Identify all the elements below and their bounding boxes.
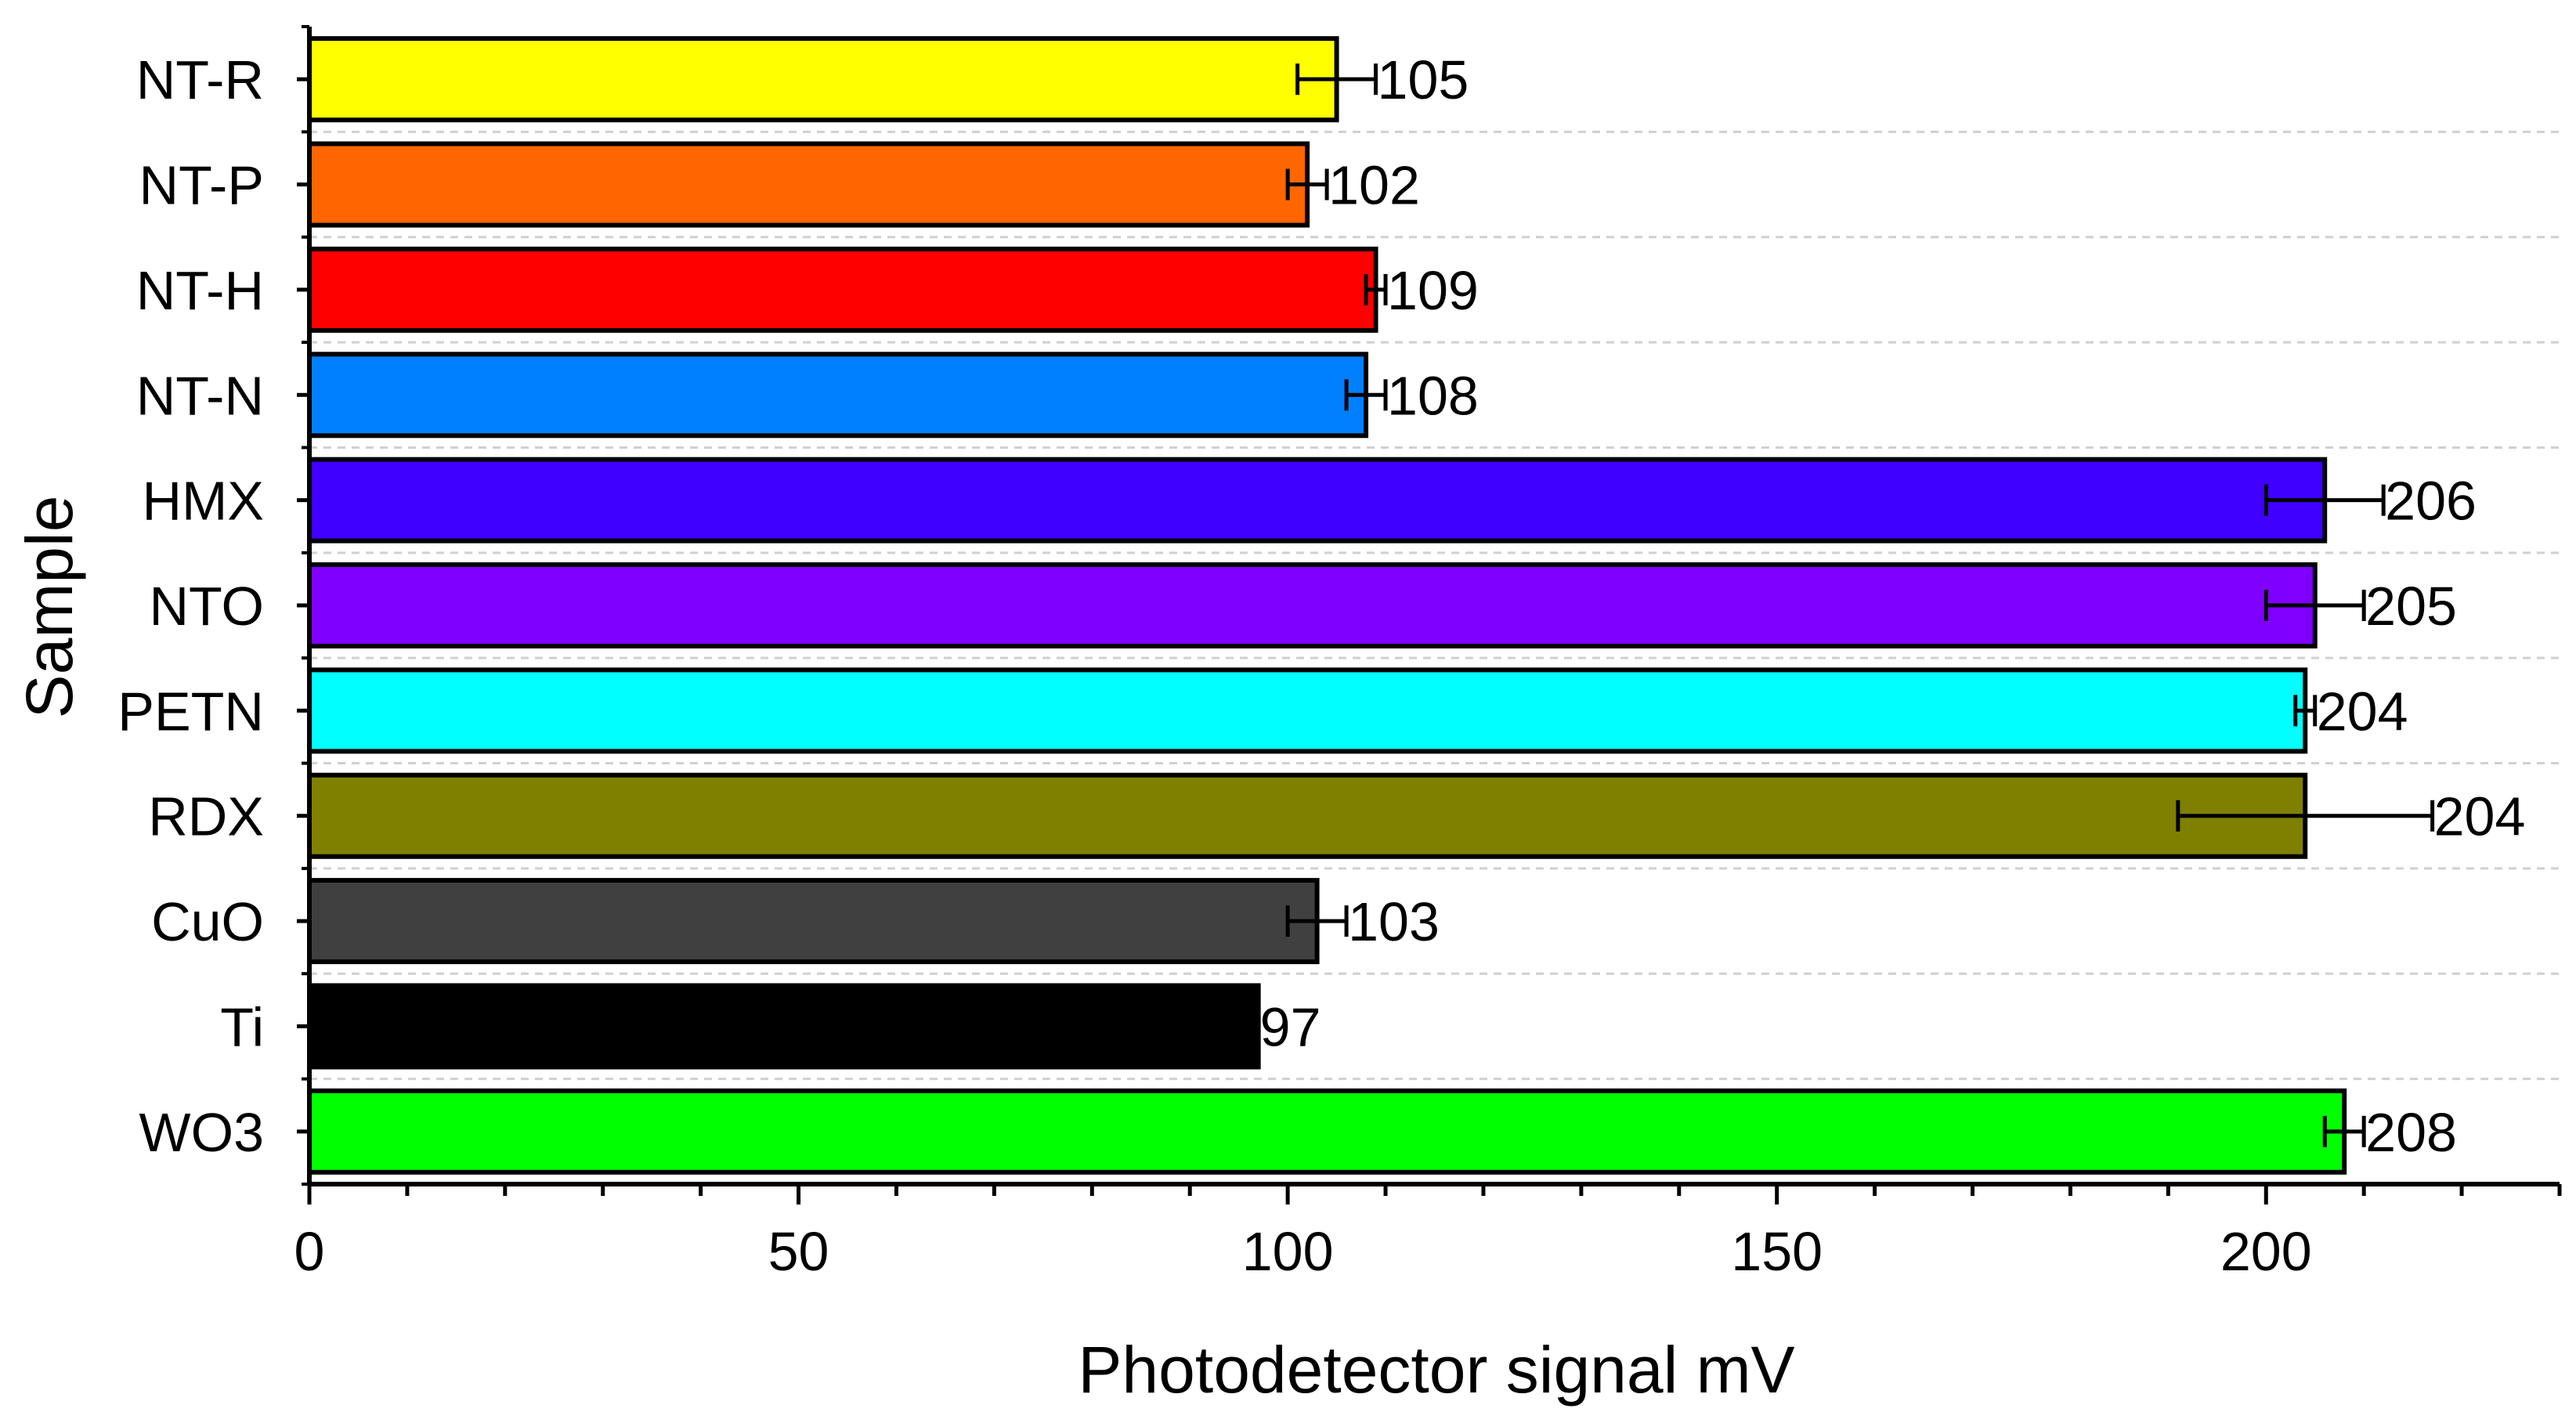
y-tick-label-wo3: WO3	[139, 1102, 264, 1163]
y-tick-label-nto: NTO	[150, 576, 265, 637]
y-tick-label-cuo: CuO	[151, 891, 264, 952]
value-label-wo3: 208	[2365, 1102, 2457, 1163]
grid-lines	[309, 130, 2560, 1081]
value-label-nt-r: 105	[1378, 49, 1469, 110]
data-labels: 105 102 109 108 206 205 204 204 103 97 208	[1260, 49, 2526, 1163]
x-tick-label-50: 50	[768, 1221, 829, 1282]
bar-nto	[307, 562, 2318, 648]
y-tick-label-nt-h: NT-H	[136, 260, 264, 321]
bar-wo3	[307, 1088, 2347, 1175]
bar-rdx	[307, 772, 2308, 859]
value-label-cuo: 103	[1348, 891, 1440, 952]
bar-petn	[307, 667, 2308, 754]
y-tick-label-petn: PETN	[117, 681, 264, 742]
x-tick-label-100: 100	[1242, 1221, 1334, 1282]
value-label-nt-n: 108	[1387, 365, 1479, 426]
value-label-nt-p: 102	[1328, 155, 1420, 216]
value-label-ti: 97	[1260, 996, 1321, 1057]
value-label-hmx: 206	[2385, 471, 2477, 532]
bar-nt-h	[307, 246, 1378, 333]
y-tick-label-nt-n: NT-N	[136, 365, 264, 426]
y-tick-label-ti: Ti	[220, 996, 264, 1057]
bar-cuo	[307, 878, 1320, 965]
value-label-nto: 205	[2365, 576, 2457, 637]
bar-nt-r	[307, 36, 1339, 123]
y-tick-label-nt-p: NT-P	[139, 155, 264, 216]
bar-nt-p	[307, 141, 1310, 228]
x-axis-title: Photodetector signal mV	[1078, 1333, 1794, 1407]
value-label-petn: 204	[2317, 681, 2408, 742]
bars	[307, 36, 2347, 1175]
error-bars	[1285, 63, 2435, 1147]
value-label-nt-h: 109	[1387, 260, 1479, 321]
bar-ti	[307, 983, 1261, 1070]
y-axis-title: Sample	[13, 496, 86, 719]
bar-nt-n	[307, 352, 1369, 439]
x-tick-label-150: 150	[1731, 1221, 1823, 1282]
y-tick-label-hmx: HMX	[142, 471, 264, 532]
value-label-rdx: 204	[2434, 786, 2526, 847]
y-tick-label-nt-r: NT-R	[136, 49, 264, 110]
bar-hmx	[307, 457, 2328, 544]
x-tick-label-200: 200	[2220, 1221, 2312, 1282]
y-tick-label-rdx: RDX	[148, 786, 264, 847]
x-tick-label-0: 0	[294, 1221, 325, 1282]
axes: NT-R NT-P NT-H NT-N HMX NTO PETN RDX CuO Ti WO3 0 50…	[117, 25, 2562, 1282]
